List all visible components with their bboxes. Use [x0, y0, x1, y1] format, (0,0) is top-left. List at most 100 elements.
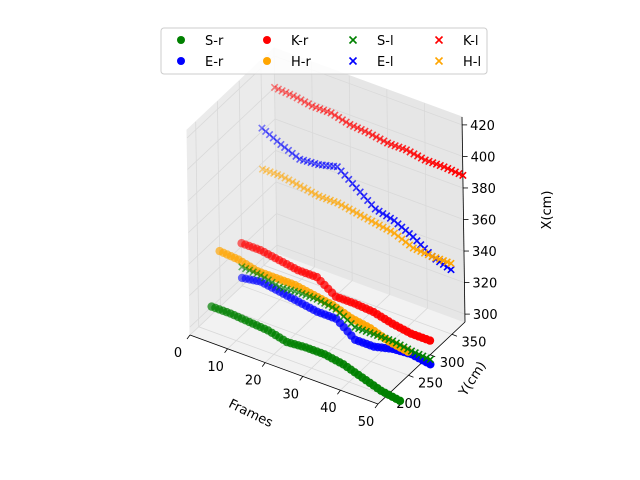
marker-stroke: [293, 94, 301, 102]
marker-stroke: [360, 213, 368, 221]
marker-stroke: [358, 326, 367, 334]
marker-circle-K-r: [425, 336, 435, 345]
marker-stroke: [261, 127, 270, 136]
marker-stroke: [407, 347, 416, 355]
marker-stroke: [375, 207, 383, 216]
marker-stroke: [245, 266, 254, 275]
marker-stroke: [409, 233, 417, 241]
grid-line-z: [187, 118, 464, 202]
marker-stroke: [372, 133, 381, 141]
legend-item-E-l: E-l: [348, 55, 394, 70]
marker-stroke: [327, 109, 335, 117]
marker-stroke: [380, 137, 388, 145]
marker-x-S-l: [241, 264, 250, 273]
marker-x-S-l: [260, 273, 269, 282]
z-tick-label: 320: [472, 277, 497, 292]
marker-x-H-l: [364, 215, 372, 223]
marker-stroke: [297, 96, 305, 104]
marker-stroke: [342, 118, 350, 126]
marker-stroke: [334, 199, 342, 207]
marker-x-H-l: [281, 174, 289, 182]
marker-x-K-l: [334, 113, 343, 122]
marker-stroke: [344, 175, 353, 184]
series-K-l: [270, 83, 467, 180]
marker-x-S-l: [348, 35, 358, 45]
marker-stroke: [364, 215, 372, 223]
marker-stroke: [339, 312, 348, 321]
marker-stroke: [432, 160, 441, 168]
marker-stroke: [385, 335, 393, 344]
marker-stroke: [312, 103, 320, 112]
marker-stroke: [331, 111, 339, 119]
marker-x-H-l: [447, 259, 455, 268]
marker-x-S-l: [317, 297, 325, 305]
marker-x-S-l: [238, 263, 246, 271]
marker-stroke: [425, 157, 433, 166]
x-tick-label: 20: [245, 374, 262, 389]
series-H-l: [258, 165, 455, 268]
marker-x-K-l: [364, 129, 373, 137]
marker-x-K-l: [434, 35, 444, 45]
marker-stroke: [285, 90, 294, 98]
marker-stroke: [238, 263, 246, 271]
series-S-l: [238, 263, 435, 364]
marker-stroke: [278, 87, 286, 95]
tick-labels: 0102030405020025030035030032034036038040…: [174, 119, 498, 430]
marker-stroke: [405, 229, 414, 238]
marker-x-H-l: [383, 225, 391, 233]
marker-stroke: [390, 216, 398, 225]
grid-line-y: [260, 60, 453, 335]
marker-x-K-l: [410, 150, 418, 158]
marker-x-E-l: [375, 207, 383, 216]
marker-stroke: [447, 265, 455, 274]
legend-label: E-l: [377, 55, 394, 70]
z-tick-label: 420: [470, 119, 495, 134]
marker-stroke: [341, 171, 349, 179]
marker-x-H-l: [379, 223, 387, 231]
marker-stroke: [270, 169, 278, 178]
marker-stroke: [337, 201, 346, 209]
marker-stroke: [283, 285, 291, 293]
marker-stroke: [341, 203, 350, 211]
marker-x-K-l: [444, 164, 452, 173]
marker-stroke: [274, 85, 283, 93]
marker-stroke: [353, 124, 362, 132]
x-tick: [224, 348, 228, 354]
marker-x-K-l: [402, 146, 411, 154]
marker-stroke: [289, 92, 298, 100]
marker-stroke: [285, 176, 293, 184]
marker-stroke: [375, 221, 384, 229]
y-tick: [430, 354, 436, 358]
marker-stroke: [277, 140, 285, 149]
marker-stroke: [290, 287, 299, 296]
marker-stroke: [274, 85, 283, 93]
marker-stroke: [323, 107, 332, 116]
grid-line-y: [195, 121, 387, 397]
marker-x-K-l: [346, 120, 354, 129]
marker-x-S-l: [415, 350, 423, 359]
marker-stroke: [368, 131, 377, 139]
marker-stroke: [273, 170, 282, 179]
marker-x-K-l: [270, 83, 279, 92]
marker-circle-S-r: [177, 36, 185, 44]
marker-x-K-l: [417, 154, 426, 162]
marker-x-H-l: [356, 211, 365, 219]
marker-x-H-l: [352, 209, 361, 217]
marker-stroke: [439, 256, 448, 265]
legend-item-S-l: S-l: [348, 34, 394, 49]
marker-stroke: [299, 156, 308, 165]
marker-x-H-l: [420, 249, 429, 257]
marker-stroke: [256, 271, 265, 280]
marker-stroke: [265, 130, 274, 139]
marker-stroke: [382, 212, 391, 220]
marker-x-S-l: [396, 341, 404, 349]
marker-stroke: [373, 331, 382, 340]
marker-x-K-l: [372, 133, 381, 141]
marker-x-S-l: [256, 271, 265, 280]
marker-x-K-l: [447, 166, 456, 175]
x-axis-label: Frames: [226, 397, 275, 431]
z-tick-label: 360: [472, 214, 497, 229]
marker-x-S-l: [264, 276, 273, 284]
marker-stroke: [292, 180, 301, 188]
marker-x-H-l: [296, 182, 304, 190]
